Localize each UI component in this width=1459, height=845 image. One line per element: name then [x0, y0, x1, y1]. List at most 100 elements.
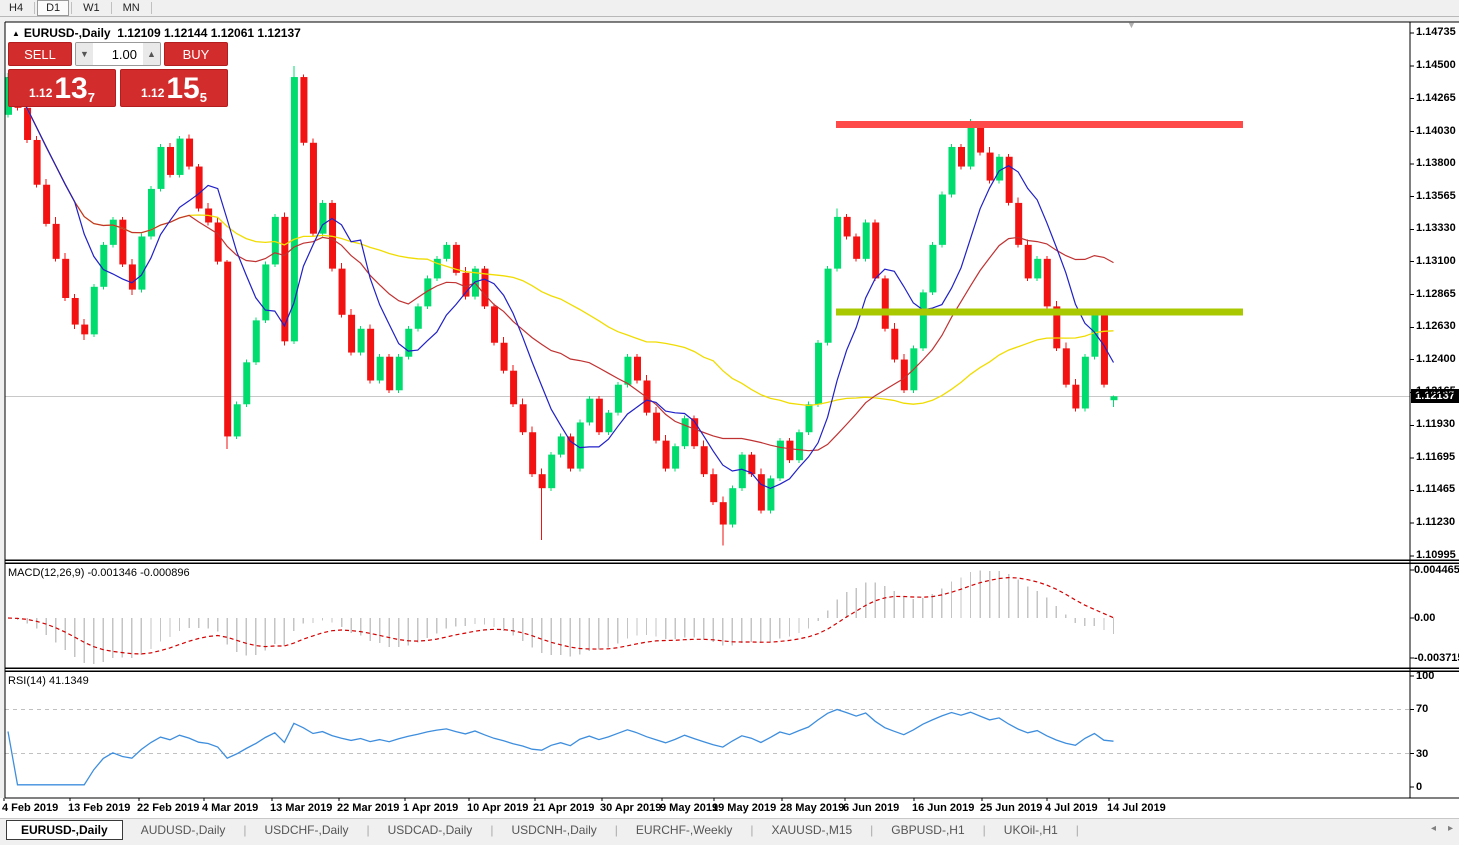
candle-down[interactable] — [52, 223, 60, 259]
candle-up[interactable] — [824, 268, 832, 343]
candle-up[interactable] — [672, 446, 680, 469]
candle-down[interactable] — [1062, 348, 1070, 385]
candle-up[interactable] — [1110, 396, 1118, 401]
candle-down[interactable] — [338, 268, 346, 315]
candle-up[interactable] — [252, 320, 260, 363]
candle-up[interactable] — [395, 356, 403, 391]
candle-up[interactable] — [996, 156, 1004, 181]
candle-down[interactable] — [214, 222, 222, 262]
candle-up[interactable] — [424, 278, 432, 307]
candle-up[interactable] — [624, 356, 632, 385]
candle-down[interactable] — [757, 474, 765, 511]
candle-up[interactable] — [834, 216, 842, 269]
timeframe-button-h4[interactable]: H4 — [9, 2, 24, 14]
candle-up[interactable] — [414, 306, 422, 329]
candle-down[interactable] — [748, 454, 756, 475]
candle-up[interactable] — [557, 436, 565, 455]
candle-down[interactable] — [977, 124, 985, 153]
candle-down[interactable] — [986, 152, 994, 181]
candle-down[interactable] — [643, 380, 651, 413]
buy-button[interactable]: BUY — [164, 42, 228, 66]
candle-up[interactable] — [738, 454, 746, 489]
candle-up[interactable] — [147, 188, 155, 237]
candle-up[interactable] — [1091, 314, 1099, 357]
candle-down[interactable] — [24, 107, 32, 140]
candle-up[interactable] — [967, 124, 975, 167]
timeframe-button-w1[interactable]: W1 — [83, 2, 100, 14]
candle-down[interactable] — [662, 440, 670, 469]
tab-ukoil[interactable]: UKOil-,H1 — [1003, 823, 1058, 837]
candle-down[interactable] — [891, 328, 899, 360]
candle-down[interactable] — [510, 370, 518, 405]
candle-down[interactable] — [719, 502, 727, 525]
candle-up[interactable] — [776, 440, 784, 479]
candle-down[interactable] — [881, 278, 889, 329]
candle-up[interactable] — [805, 404, 813, 433]
timeframe-button-d1[interactable]: D1 — [37, 0, 70, 16]
candle-up[interactable] — [1081, 356, 1089, 409]
candle-down[interactable] — [519, 404, 527, 433]
candle-down[interactable] — [224, 261, 232, 437]
sell-price-box[interactable]: 1.12 13 7 — [8, 69, 116, 107]
candle-up[interactable] — [405, 328, 413, 357]
candle-down[interactable] — [195, 166, 203, 209]
buy-price-box[interactable]: 1.12 15 5 — [120, 69, 228, 107]
candle-down[interactable] — [1072, 384, 1080, 409]
candle-up[interactable] — [233, 404, 241, 437]
candle-up[interactable] — [443, 244, 451, 259]
candle-down[interactable] — [538, 474, 546, 489]
tab-eurusd[interactable]: EURUSD-,Daily — [6, 820, 123, 840]
candle-up[interactable] — [109, 219, 117, 245]
volume-increase-icon[interactable]: ▲ — [143, 43, 160, 65]
candle-down[interactable] — [1053, 306, 1061, 349]
sell-button[interactable]: SELL — [8, 42, 72, 66]
candle-down[interactable] — [843, 216, 851, 237]
candle-down[interactable] — [43, 184, 51, 224]
candle-down[interactable] — [853, 236, 861, 259]
tab-usdcnh[interactable]: USDCNH-,Daily — [511, 823, 597, 837]
volume-input[interactable] — [93, 43, 143, 65]
candle-down[interactable] — [529, 432, 537, 475]
candle-up[interactable] — [471, 268, 479, 297]
candle-up[interactable] — [319, 202, 327, 234]
candle-up[interactable] — [605, 412, 613, 433]
candle-down[interactable] — [1015, 202, 1023, 245]
candle-up[interactable] — [576, 422, 584, 469]
tab-scroll-right-icon[interactable]: ▸ — [1447, 823, 1453, 834]
candle-up[interactable] — [271, 216, 279, 265]
candle-down[interactable] — [186, 138, 194, 167]
candle-down[interactable] — [167, 146, 175, 175]
candle-down[interactable] — [62, 258, 70, 298]
candle-down[interactable] — [281, 216, 289, 342]
candle-down[interactable] — [710, 474, 718, 503]
candle-down[interactable] — [786, 440, 794, 461]
candle-down[interactable] — [700, 446, 708, 475]
candle-down[interactable] — [491, 306, 499, 343]
candle-down[interactable] — [900, 359, 908, 391]
candle-down[interactable] — [958, 146, 965, 167]
candle-down[interactable] — [348, 314, 356, 353]
candle-up[interactable] — [243, 362, 251, 405]
candle-up[interactable] — [1034, 258, 1042, 279]
candle-up[interactable] — [433, 258, 441, 279]
volume-decrease-icon[interactable]: ▼ — [76, 43, 93, 65]
candle-down[interactable] — [452, 244, 460, 273]
candle-down[interactable] — [386, 356, 394, 391]
candle-up[interactable] — [795, 432, 803, 461]
candle-down[interactable] — [71, 297, 79, 325]
candle-down[interactable] — [119, 219, 127, 265]
candle-down[interactable] — [300, 77, 308, 143]
candle-up[interactable] — [767, 478, 775, 511]
chart-shift-marker-icon[interactable]: ▼ — [1127, 20, 1136, 30]
candle-down[interactable] — [595, 398, 603, 433]
candle-down[interactable] — [462, 272, 470, 297]
candle-up[interactable] — [681, 418, 689, 447]
candle-up[interactable] — [929, 244, 937, 293]
collapse-icon[interactable]: ▲ — [12, 29, 20, 38]
timeframe-button-mn[interactable]: MN — [122, 2, 140, 14]
candle-up[interactable] — [290, 77, 298, 342]
candle-up[interactable] — [948, 146, 956, 195]
candle-down[interactable] — [81, 324, 89, 335]
tab-scroll-left-icon[interactable]: ◂ — [1430, 823, 1436, 834]
